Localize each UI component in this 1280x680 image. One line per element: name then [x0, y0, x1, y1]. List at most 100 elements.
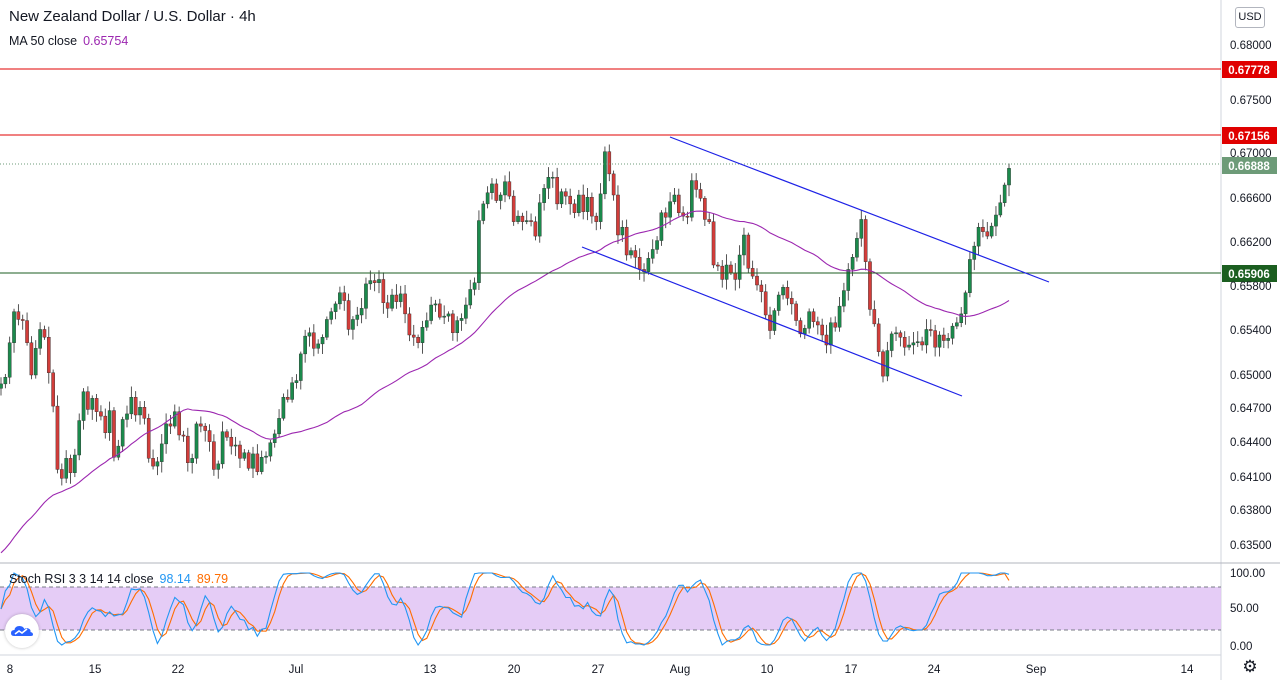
candle — [646, 252, 651, 275]
tradingview-logo[interactable] — [5, 614, 39, 648]
channel-lower-line[interactable] — [581, 246, 963, 397]
candle-body-down — [238, 444, 242, 459]
candle — [120, 416, 125, 452]
candle — [537, 194, 542, 243]
candle — [829, 317, 833, 354]
candle-body-down — [99, 411, 103, 417]
candle-body-up — [846, 269, 851, 291]
candle — [794, 300, 798, 326]
candle-body-down — [342, 292, 347, 301]
candle-body-down — [676, 194, 681, 213]
candle-body-up — [264, 455, 268, 458]
candle-body-up — [316, 343, 320, 349]
candle-body-down — [685, 215, 690, 218]
candle — [676, 188, 681, 217]
candle-body-up — [1002, 184, 1007, 203]
svg-text:0.67778: 0.67778 — [1228, 65, 1270, 77]
candle-body-up — [668, 201, 672, 218]
time-label: Jul — [289, 664, 304, 676]
candle-body-down — [698, 189, 703, 199]
candle — [64, 450, 68, 484]
candle — [516, 210, 520, 225]
candle-body-up — [281, 397, 286, 419]
candle-body-up — [516, 215, 520, 222]
candle — [655, 236, 659, 254]
candle — [772, 308, 777, 335]
stoch-legend[interactable]: Stoch RSI 3 3 14 14 close 98.14 89.79 — [9, 572, 228, 586]
candle — [159, 434, 164, 473]
candle — [433, 299, 438, 312]
candle — [490, 178, 494, 200]
candle — [368, 270, 373, 290]
candle-body-up — [290, 382, 294, 400]
candle-body-up — [585, 197, 590, 212]
candle — [172, 404, 177, 429]
time-label: Aug — [670, 664, 690, 676]
time-label: 24 — [928, 664, 941, 676]
candle-body-down — [763, 291, 768, 316]
candle-body-down — [824, 334, 829, 346]
candle-body-down — [616, 194, 620, 236]
candle — [99, 405, 103, 421]
candle — [707, 213, 712, 224]
candle-body-up — [390, 294, 394, 309]
candle-body-down — [520, 215, 525, 222]
candle — [125, 405, 129, 428]
chart-title[interactable]: New Zealand Dollar / U.S. Dollar · 4h — [9, 8, 256, 25]
candle-body-down — [703, 198, 707, 220]
settings-gear-icon[interactable]: ⚙ — [1242, 657, 1258, 676]
candle-body-down — [529, 220, 533, 222]
candle — [781, 284, 785, 300]
channel-upper-line[interactable] — [669, 136, 1050, 283]
candle-body-down — [181, 434, 186, 437]
candle — [498, 192, 503, 210]
candle — [25, 312, 29, 346]
candle — [442, 305, 446, 325]
candle-body-down — [507, 181, 512, 197]
candle-body-down — [20, 319, 25, 321]
candle — [594, 212, 599, 231]
candle-body-down — [863, 219, 868, 262]
candle — [668, 192, 672, 225]
candle-body-up — [672, 194, 677, 202]
candle — [364, 277, 368, 320]
candle-body-up — [64, 458, 68, 479]
ma-legend[interactable]: MA 50 close 0.65754 — [9, 34, 128, 48]
candle-body-down — [768, 314, 772, 331]
candle — [451, 310, 455, 341]
candle-body-up — [294, 380, 299, 383]
candle — [746, 232, 751, 274]
candle — [785, 280, 790, 306]
candle — [203, 423, 208, 442]
candle — [716, 261, 720, 272]
candle — [529, 213, 533, 227]
candle — [907, 335, 911, 351]
candle-body-up — [994, 214, 998, 227]
candle — [968, 251, 972, 298]
candle-body-down — [372, 280, 377, 283]
candle — [377, 270, 381, 294]
candle — [733, 263, 738, 291]
candle-body-up — [559, 191, 564, 205]
candle — [776, 291, 781, 316]
candle — [946, 333, 950, 349]
candle — [985, 221, 990, 240]
candle-body-down — [750, 268, 755, 277]
candle-body-up — [33, 348, 38, 376]
candle-body-up — [998, 202, 1003, 216]
candle — [559, 188, 564, 208]
candle-body-up — [850, 257, 855, 270]
candle — [755, 268, 759, 291]
candle — [164, 413, 168, 454]
candle — [77, 413, 82, 461]
candle-body-up — [946, 338, 950, 341]
candle — [937, 331, 942, 357]
candle-body-up — [107, 410, 112, 433]
candle-body-down — [663, 212, 668, 218]
candle — [555, 167, 559, 210]
currency-button[interactable]: USD — [1235, 7, 1265, 28]
candle — [724, 254, 729, 290]
candle — [103, 408, 108, 439]
candle-body-down — [394, 294, 399, 302]
